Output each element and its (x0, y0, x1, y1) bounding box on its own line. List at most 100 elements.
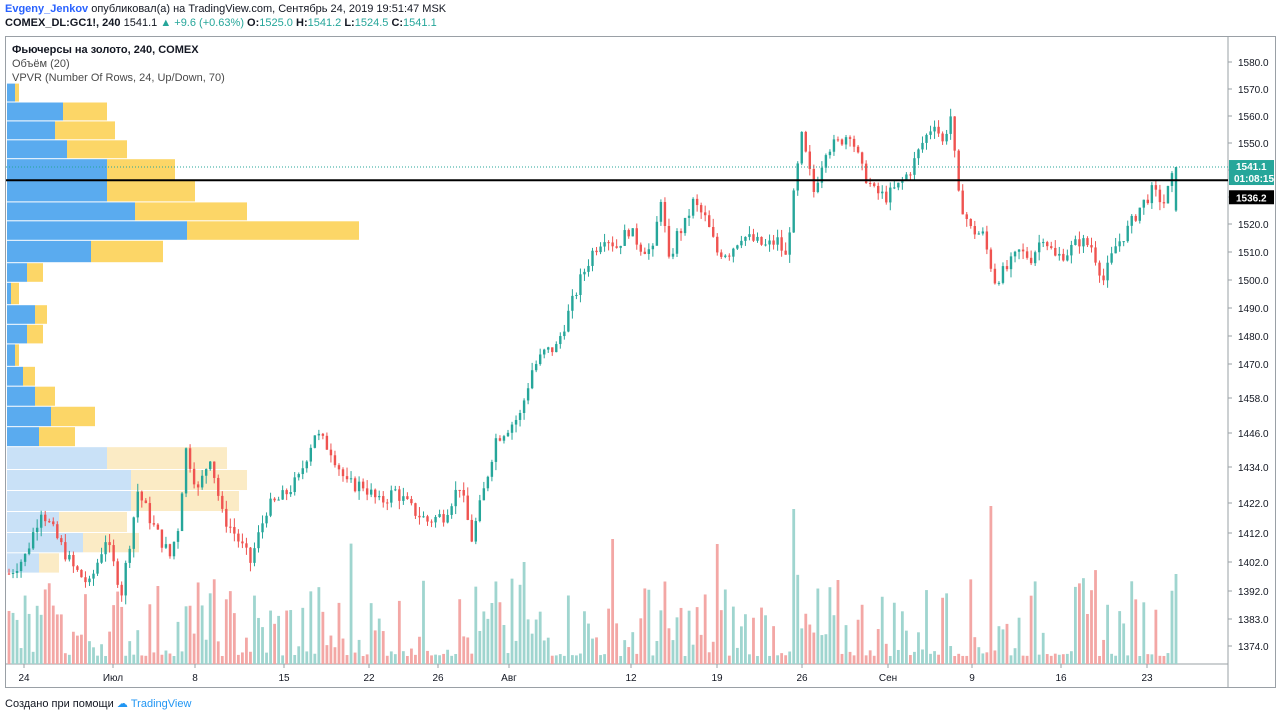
candle-body (575, 294, 578, 296)
volume-bar (289, 610, 293, 664)
volume-bar (232, 613, 236, 664)
volume-bar (780, 653, 784, 664)
candle-body (732, 248, 735, 257)
volume-bar (852, 655, 856, 664)
candle-body (458, 489, 461, 491)
candle-body (454, 489, 457, 507)
volume-bar (1069, 651, 1073, 664)
tradingview-brand[interactable]: TradingView (130, 698, 192, 710)
candle-body (555, 344, 558, 353)
line-price-tag-label: 1536.2 (1236, 193, 1267, 204)
candle-body (563, 331, 566, 337)
candle-body (1154, 185, 1158, 190)
close-label: C: (391, 17, 404, 29)
tradingview-logo-icon[interactable]: ☁ (116, 698, 128, 710)
volume-bar (156, 586, 160, 664)
volume-bar (848, 651, 852, 664)
candle-body (1098, 262, 1101, 276)
candle-body (1017, 249, 1021, 252)
volume-bar (285, 610, 289, 664)
candle-body (172, 541, 176, 557)
volume-bar (329, 635, 333, 664)
volume-bar (542, 640, 546, 664)
candle-body (551, 347, 554, 353)
profile-down-bar (83, 533, 139, 553)
volume-bar (112, 605, 116, 664)
volume-bar (414, 654, 417, 664)
volume-bar (731, 606, 735, 664)
volume-bar (462, 636, 466, 664)
volume-bar (357, 639, 361, 664)
volume-bar (184, 606, 188, 664)
volume-bar (1118, 611, 1122, 664)
price-tick-label: 1374.0 (1238, 642, 1269, 653)
candle-body (506, 432, 510, 437)
volume-bar (832, 615, 836, 664)
candle-body (699, 205, 703, 213)
price-tick-label: 1422.0 (1238, 499, 1269, 510)
volume-bar (39, 614, 43, 664)
volume-bar (562, 655, 566, 664)
volume-bar (570, 655, 574, 664)
volume-bar (176, 621, 180, 664)
candle-body (1082, 238, 1085, 247)
candle-body (11, 572, 15, 574)
candle-body (140, 491, 143, 501)
candle-body (422, 516, 425, 518)
legend-title[interactable]: Фьючерсы на золото, 240, COMEX (12, 44, 199, 56)
candle-body (949, 116, 952, 134)
volume-bar (1098, 655, 1101, 664)
chart-frame[interactable] (5, 36, 1276, 688)
volume-bar (603, 654, 606, 664)
author-link[interactable]: Evgeny_Jenkov (5, 3, 89, 15)
candle-body (615, 246, 618, 248)
candle-body (1001, 266, 1005, 283)
volume-bar (599, 655, 602, 664)
candle-body (824, 155, 828, 168)
volume-bar (23, 595, 27, 664)
volume-bar (623, 640, 627, 664)
candle-body (897, 182, 900, 188)
volume-bar (739, 626, 743, 664)
candle-body (937, 126, 940, 134)
profile-up-bar (7, 263, 27, 282)
candle-body (627, 230, 630, 237)
candle-body (543, 349, 546, 355)
candle-body (909, 174, 912, 176)
legend-vpvr[interactable]: VPVR (Number Of Rows, 24, Up/Down, 70) (12, 72, 225, 84)
legend-volume[interactable]: Объём (20) (12, 58, 70, 70)
candle-body (257, 532, 260, 549)
candle-body (579, 274, 582, 295)
volume-bar (635, 653, 639, 664)
candle-body (905, 174, 908, 180)
volume-bar (59, 614, 63, 664)
volume-bar (558, 654, 562, 664)
volume-bar (92, 647, 95, 664)
candle-body (373, 489, 377, 498)
volume-bar (900, 611, 904, 664)
candle-body (450, 506, 453, 515)
volume-bar (490, 603, 494, 664)
publish-line: Evgeny_Jenkov опубликовал(а) на TradingV… (5, 3, 446, 15)
volume-bar (583, 611, 586, 664)
volume-bar (297, 646, 301, 664)
volume-bar (405, 655, 409, 664)
volume-bar (43, 589, 47, 664)
candle-body (160, 529, 164, 548)
candle-body (772, 240, 775, 245)
volume-bar (389, 651, 393, 664)
volume-bar (19, 648, 23, 664)
candle-body (261, 523, 264, 533)
profile-down-bar (131, 470, 247, 490)
candle-body (856, 146, 860, 153)
profile-down-bar (59, 512, 127, 532)
candle-body (48, 521, 51, 523)
candle-body (1162, 202, 1166, 204)
candle-body (410, 499, 413, 504)
candle-body (470, 519, 473, 542)
candle-body (840, 139, 844, 145)
candle-body (442, 514, 445, 523)
volume-bar (100, 644, 103, 664)
profile-down-bar (39, 553, 59, 573)
